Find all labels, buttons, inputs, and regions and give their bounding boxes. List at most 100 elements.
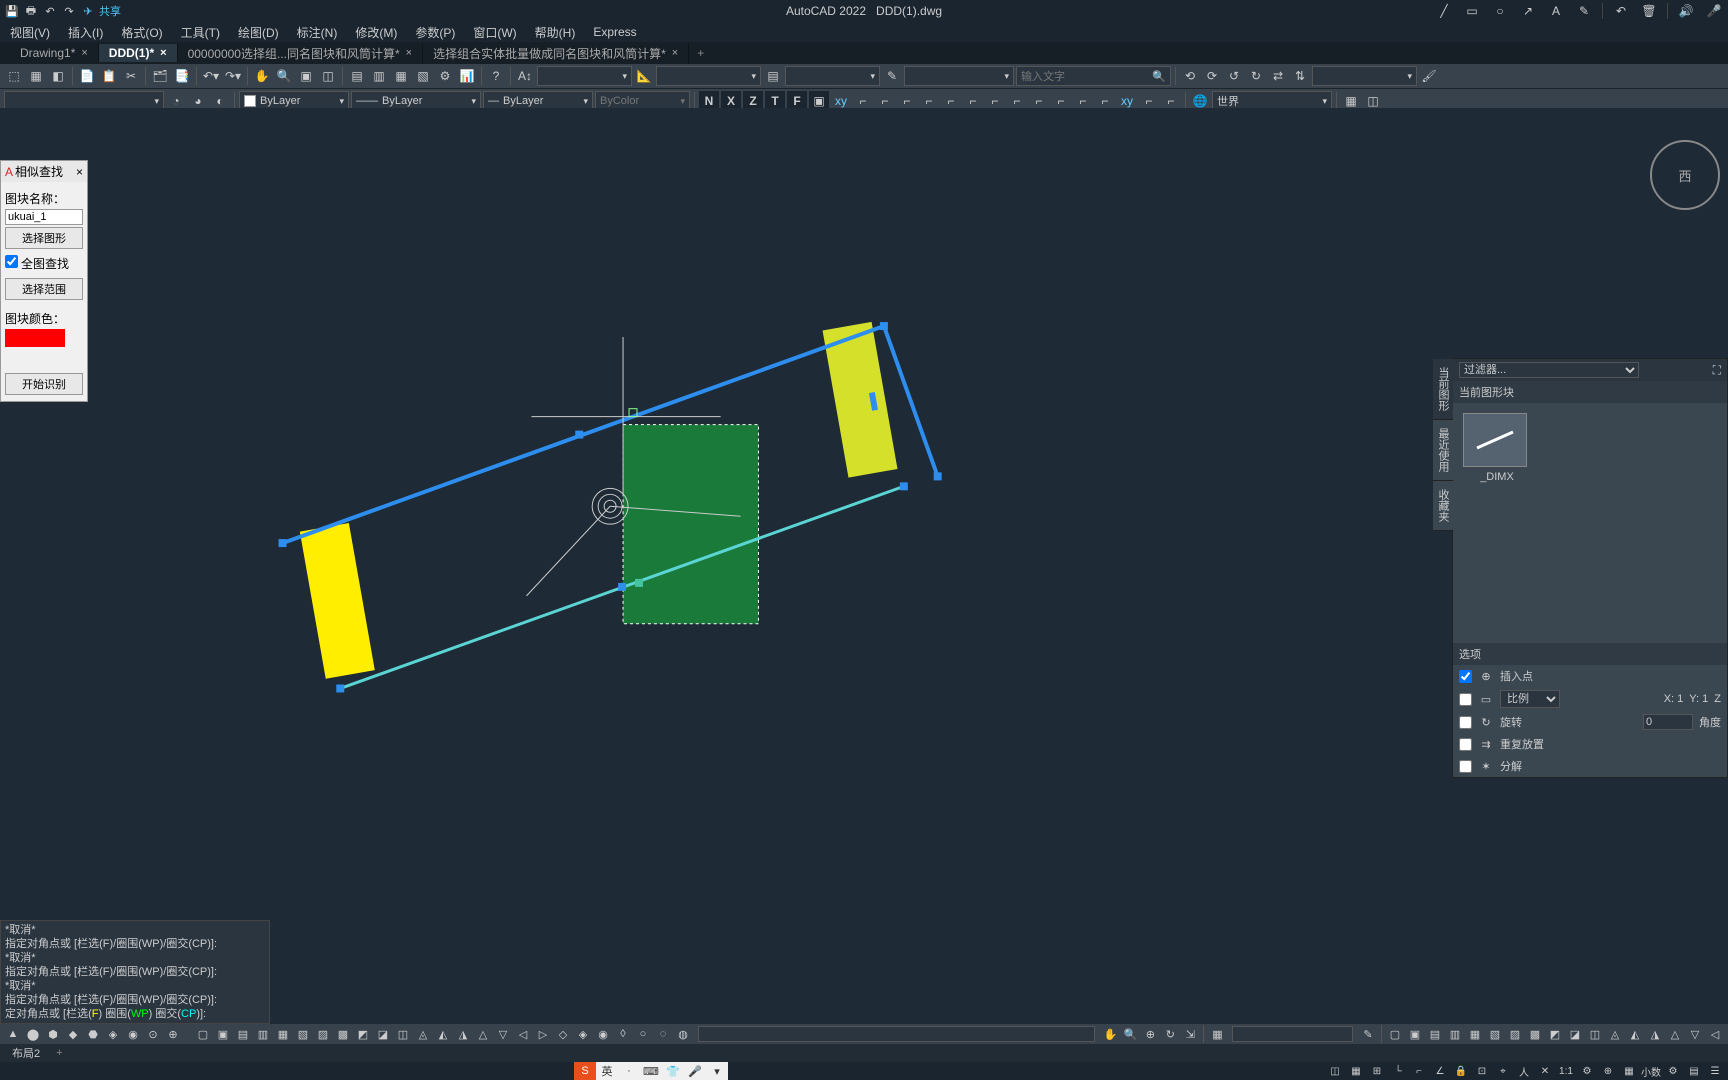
text-tool-icon[interactable]: A <box>1546 1 1566 21</box>
save-icon[interactable]: 💾 <box>4 3 20 19</box>
status-icon[interactable]: 1:1 <box>1557 1063 1575 1079</box>
tool-icon[interactable]: ▨ <box>314 1025 332 1043</box>
tool-icon[interactable]: ▦ <box>391 66 411 86</box>
tab-ddd1[interactable]: DDD(1)*× <box>99 44 178 62</box>
tool-icon[interactable]: ◭ <box>434 1025 452 1043</box>
status-icon[interactable]: ∠ <box>1431 1063 1449 1079</box>
tool-icon[interactable]: 📊 <box>457 66 477 86</box>
mic-icon[interactable]: 🎤 <box>1704 1 1724 21</box>
tool-icon[interactable]: ◭ <box>1626 1025 1644 1043</box>
tool-icon[interactable]: ◪ <box>374 1025 392 1043</box>
sidebar-tab-fav[interactable]: 收藏夹 <box>1433 481 1453 531</box>
command-input[interactable] <box>698 1026 1095 1042</box>
tool-icon[interactable]: ◧ <box>48 66 68 86</box>
menu-format[interactable]: 格式(O) <box>115 24 168 41</box>
status-icon[interactable]: ⚙ <box>1578 1063 1596 1079</box>
tool-icon[interactable]: A↕ <box>515 66 535 86</box>
tool-icon[interactable]: ▥ <box>369 66 389 86</box>
tool-icon[interactable]: ◮ <box>454 1025 472 1043</box>
pan-icon[interactable]: ✋ <box>252 66 272 86</box>
status-icon[interactable]: ▦ <box>1620 1063 1638 1079</box>
tool-icon[interactable]: △ <box>1666 1025 1684 1043</box>
sidebar-tab-current[interactable]: 当前图形 <box>1433 359 1453 420</box>
block-name-input[interactable] <box>5 209 83 225</box>
shape-icon[interactable]: ◆ <box>64 1025 82 1043</box>
status-icon[interactable]: ✕ <box>1536 1063 1554 1079</box>
tool-icon[interactable]: ◩ <box>1546 1025 1564 1043</box>
rotate-checkbox[interactable] <box>1459 716 1472 729</box>
tool-icon[interactable]: ▽ <box>494 1025 512 1043</box>
ime-mode-icon[interactable]: ▾ <box>706 1062 728 1080</box>
tool-icon[interactable]: 📑 <box>172 66 192 86</box>
tool-icon[interactable]: ▽ <box>1686 1025 1704 1043</box>
tool-icon[interactable]: 📋 <box>99 66 119 86</box>
insert-point-checkbox[interactable] <box>1459 670 1472 683</box>
dropdown-c[interactable]: ▾ <box>785 66 880 86</box>
tool-icon[interactable]: ▢ <box>1386 1025 1404 1043</box>
tool-icon[interactable]: ▥ <box>254 1025 272 1043</box>
status-icon[interactable]: ⌐ <box>1410 1063 1428 1079</box>
tool-icon[interactable]: ◮ <box>1646 1025 1664 1043</box>
status-icon[interactable]: ⊞ <box>1368 1063 1386 1079</box>
tool-icon[interactable]: ↺ <box>1224 66 1244 86</box>
shape-icon[interactable]: ◈ <box>104 1025 122 1043</box>
status-icon[interactable]: ☰ <box>1706 1063 1724 1079</box>
ime-mode-icon[interactable]: ⌨ <box>640 1062 662 1080</box>
tool-icon[interactable]: ▦ <box>274 1025 292 1043</box>
color-swatch[interactable] <box>5 329 65 347</box>
tool-icon[interactable]: ▩ <box>334 1025 352 1043</box>
close-icon[interactable]: × <box>160 47 166 59</box>
tool-icon[interactable]: ⟲ <box>1180 66 1200 86</box>
tool-icon[interactable]: ⇅ <box>1290 66 1310 86</box>
tool-icon[interactable]: ⇲ <box>1181 1025 1199 1043</box>
redo-icon[interactable]: ↷ <box>61 3 77 19</box>
select-range-button[interactable]: 选择范围 <box>5 278 83 300</box>
tab-drawing1[interactable]: Drawing1*× <box>10 44 99 62</box>
tool-icon[interactable]: △ <box>474 1025 492 1043</box>
ime-indicator[interactable]: S 英 · ⌨ 👕 🎤 ▾ <box>574 1062 728 1080</box>
ime-mode-icon[interactable]: · <box>618 1062 640 1080</box>
status-icon[interactable]: ▤ <box>1685 1063 1703 1079</box>
tool-icon[interactable]: ▨ <box>1506 1025 1524 1043</box>
tool-icon[interactable]: ▦ <box>26 66 46 86</box>
tool-icon[interactable]: ◌ <box>654 1025 672 1043</box>
tool-icon[interactable]: ▣ <box>296 66 316 86</box>
decimals-label[interactable]: 小数 <box>1641 1064 1661 1079</box>
redo-icon[interactable]: ↷▾ <box>223 66 243 86</box>
share-label[interactable]: 共享 <box>99 3 121 19</box>
tool-icon[interactable]: ▦ <box>1208 1025 1226 1043</box>
menu-modify[interactable]: 修改(M) <box>349 24 403 41</box>
menu-express[interactable]: Express <box>587 25 642 39</box>
tool-icon[interactable]: ○ <box>634 1025 652 1043</box>
filter-dropdown[interactable]: 过滤器... <box>1459 362 1639 378</box>
ime-mode-icon[interactable]: 👕 <box>662 1062 684 1080</box>
new-layout-button[interactable]: + <box>48 1047 70 1059</box>
dropdown-e[interactable]: ▾ <box>1312 66 1417 86</box>
tool-icon[interactable]: ▤ <box>234 1025 252 1043</box>
tab-file4[interactable]: 选择组合实体批量做成同名图块和风筒计算*× <box>423 43 689 64</box>
tool-icon[interactable]: ↻ <box>1246 66 1266 86</box>
command-window[interactable]: *取消* 指定对角点或 [栏选(F)/圈围(WP)/圈交(CP)]: *取消* … <box>0 920 270 1024</box>
dropdown-b[interactable]: ▾ <box>656 66 761 86</box>
tool-icon[interactable]: ▦ <box>1466 1025 1484 1043</box>
menu-help[interactable]: 帮助(H) <box>529 24 582 41</box>
menu-tools[interactable]: 工具(T) <box>175 24 226 41</box>
tool-icon[interactable]: ▢ <box>194 1025 212 1043</box>
tool-icon[interactable]: ◬ <box>1606 1025 1624 1043</box>
tool-icon[interactable]: 🗂 <box>150 66 170 86</box>
sound-icon[interactable]: 🔊 <box>1676 1 1696 21</box>
status-icon[interactable]: └ <box>1389 1063 1407 1079</box>
start-recognition-button[interactable]: 开始识别 <box>5 373 83 395</box>
undo-icon[interactable]: ↶ <box>42 3 58 19</box>
tool-icon[interactable]: ✎ <box>882 66 902 86</box>
dropdown-d[interactable]: ▾ <box>904 66 1014 86</box>
search-icon[interactable]: 🔍 <box>1152 70 1166 83</box>
delete-icon[interactable]: 🗑 <box>1639 1 1659 21</box>
tool-icon[interactable]: ▣ <box>1406 1025 1424 1043</box>
shape-icon[interactable]: ⬢ <box>44 1025 62 1043</box>
tool-icon[interactable]: 📄 <box>77 66 97 86</box>
viewcube[interactable]: 西 <box>1650 140 1720 210</box>
tool-icon[interactable]: 📐 <box>634 66 654 86</box>
brush-tool-icon[interactable]: ✎ <box>1574 1 1594 21</box>
new-tab-button[interactable]: + <box>689 44 712 62</box>
